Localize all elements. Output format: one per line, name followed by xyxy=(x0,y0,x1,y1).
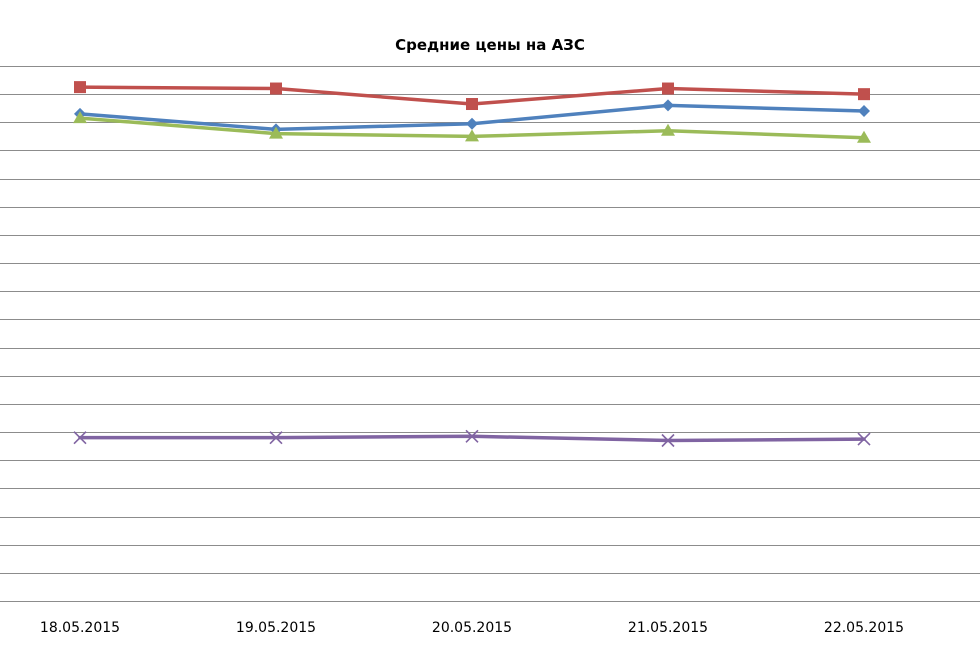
data-point xyxy=(662,99,674,112)
data-point xyxy=(857,130,871,143)
data-point xyxy=(270,82,282,95)
data-point xyxy=(465,429,479,443)
data-point xyxy=(465,129,479,142)
series-lines xyxy=(73,81,871,448)
data-point xyxy=(661,123,675,136)
data-point xyxy=(662,82,674,95)
data-point xyxy=(858,88,870,101)
x-tick-label: 22.05.2015 xyxy=(824,620,904,636)
x-tick-label: 18.05.2015 xyxy=(40,620,120,636)
gridlines xyxy=(0,66,980,602)
data-point xyxy=(661,433,675,448)
series-4 xyxy=(73,429,871,448)
data-point xyxy=(73,431,87,445)
x-tick-label: 20.05.2015 xyxy=(432,620,512,636)
x-axis-tick-labels: 18.05.2015 19.05.2015 20.05.2015 21.05.2015… xyxy=(40,620,904,636)
x-tick-label: 19.05.2015 xyxy=(236,620,316,636)
data-point xyxy=(73,111,87,124)
series-1 xyxy=(74,81,870,111)
data-point xyxy=(269,126,283,139)
data-point xyxy=(74,81,86,94)
chart-title: Средние цены на АЗС xyxy=(395,36,585,54)
data-point xyxy=(269,431,283,445)
series-3 xyxy=(73,111,871,143)
data-point xyxy=(857,432,871,446)
x-tick-label: 21.05.2015 xyxy=(628,620,708,636)
data-point xyxy=(858,105,870,118)
data-point xyxy=(466,98,478,111)
data-point xyxy=(466,117,478,130)
